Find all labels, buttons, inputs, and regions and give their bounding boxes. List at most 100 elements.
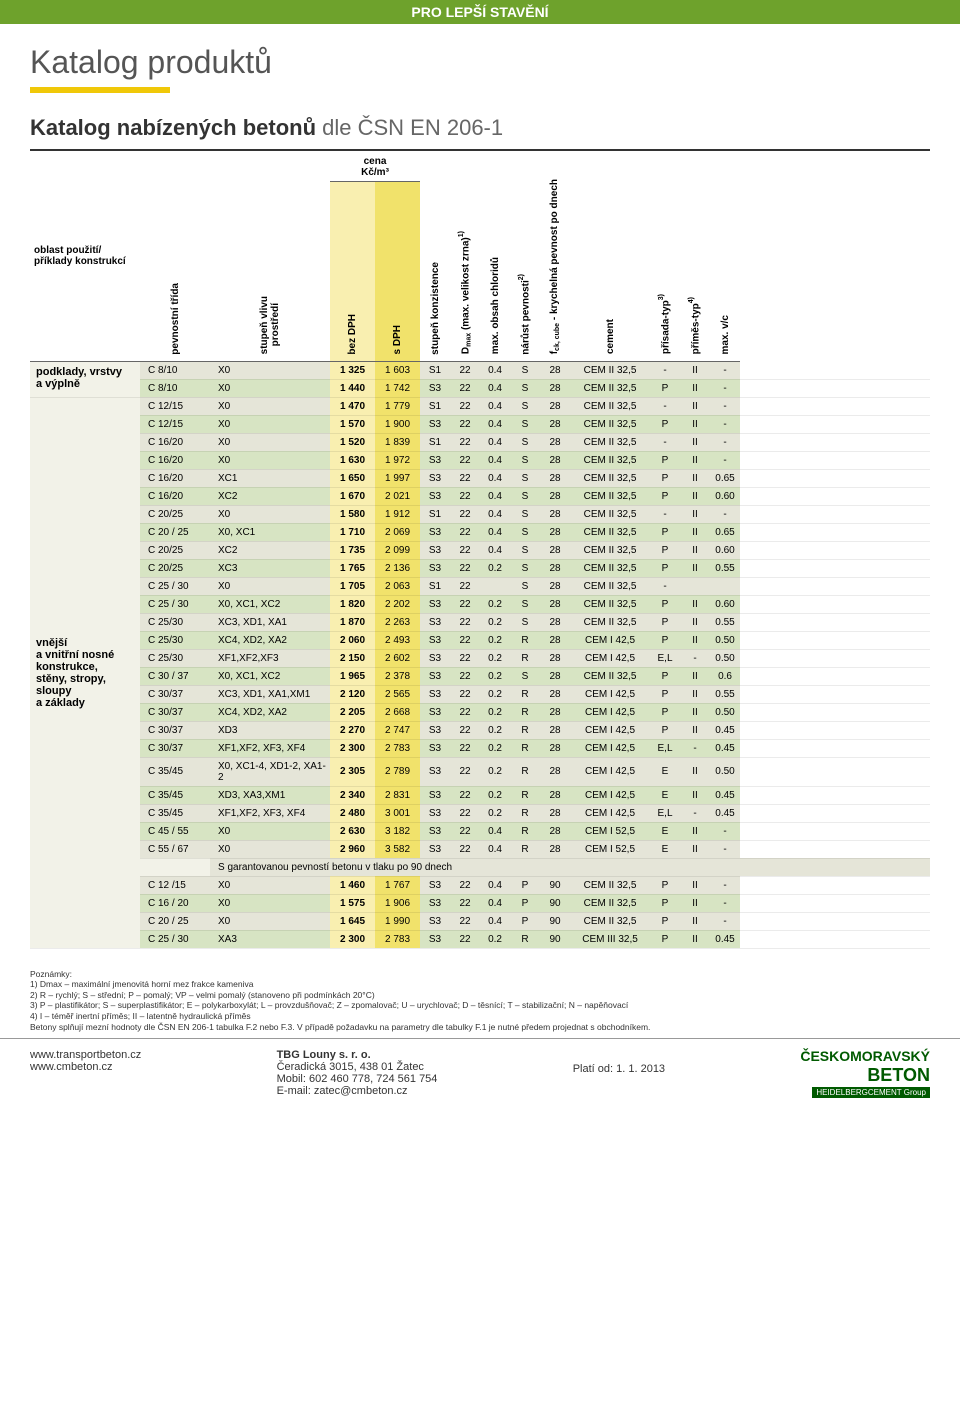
cell: X0	[210, 894, 330, 912]
cell: CEM I 52,5	[570, 822, 650, 840]
cell: P	[650, 595, 680, 613]
cell: XC4, XD2, XA2	[210, 703, 330, 721]
cell: 0.4	[480, 541, 510, 559]
cell: C 30/37	[140, 721, 210, 739]
cell: R	[510, 786, 540, 804]
cell: 2 305	[330, 757, 375, 786]
cell: 2 602	[375, 649, 420, 667]
col-cement: cement	[570, 151, 650, 361]
cell: S	[510, 541, 540, 559]
cell: C 25 / 30	[140, 577, 210, 595]
cell: 2 480	[330, 804, 375, 822]
cell: P	[650, 541, 680, 559]
cell: 22	[450, 559, 480, 577]
cell: 0.60	[710, 595, 740, 613]
title-underline	[30, 87, 170, 93]
cell: X0, XC1, XC2	[210, 595, 330, 613]
cell: -	[710, 361, 740, 379]
cell: 28	[540, 840, 570, 858]
col-vc: max. v/c	[710, 151, 740, 361]
cell: P	[650, 379, 680, 397]
cell: 1 705	[330, 577, 375, 595]
cell: S3	[420, 930, 450, 948]
cell: -	[710, 379, 740, 397]
cell: 22	[450, 649, 480, 667]
subtitle-bold: Katalog nabízených betonů	[30, 115, 316, 140]
cell: S3	[420, 559, 450, 577]
cell: C 30/37	[140, 739, 210, 757]
cell: X0	[210, 397, 330, 415]
cell: 1 650	[330, 469, 375, 487]
cell: 0.4	[480, 912, 510, 930]
cell: S3	[420, 685, 450, 703]
cell: E	[650, 822, 680, 840]
cell: II	[680, 397, 710, 415]
cell: CEM II 32,5	[570, 397, 650, 415]
cell: C 12 /15	[140, 876, 210, 894]
cell: 1 900	[375, 415, 420, 433]
cell: CEM I 42,5	[570, 631, 650, 649]
cell: C 25/30	[140, 613, 210, 631]
cell: P	[650, 912, 680, 930]
cell: CEM II 32,5	[570, 595, 650, 613]
cell: CEM I 52,5	[570, 840, 650, 858]
cell: 22	[450, 487, 480, 505]
cell: 1 912	[375, 505, 420, 523]
cell: 0.4	[480, 487, 510, 505]
cell: P	[650, 721, 680, 739]
cell: X0	[210, 840, 330, 858]
cell: CEM I 42,5	[570, 739, 650, 757]
table-row: C 20/25XC21 7352 099S3220.4S28CEM II 32,…	[30, 541, 930, 559]
cell: C 30/37	[140, 685, 210, 703]
cell: 90	[540, 912, 570, 930]
cell: 22	[450, 804, 480, 822]
cell: 22	[450, 894, 480, 912]
cell: S3	[420, 415, 450, 433]
cell: S	[510, 415, 540, 433]
cell: S3	[420, 786, 450, 804]
cell: C 12/15	[140, 397, 210, 415]
cell: 0.4	[480, 433, 510, 451]
cell: S3	[420, 379, 450, 397]
cell: CEM II 32,5	[570, 469, 650, 487]
col-konz: stupeň konzistence	[420, 151, 450, 361]
cell: 2 783	[375, 930, 420, 948]
link-transportbeton[interactable]: www.transportbeton.cz	[30, 1049, 141, 1061]
cell: S1	[420, 505, 450, 523]
cell: 0.2	[480, 930, 510, 948]
cell: 28	[540, 361, 570, 379]
table-row: C 20/25XC31 7652 136S3220.2S28CEM II 32,…	[30, 559, 930, 577]
address-line: Čeradická 3015, 438 01 Žatec	[277, 1061, 438, 1073]
cell: 2 747	[375, 721, 420, 739]
cell: X0	[210, 577, 330, 595]
cell: S	[510, 487, 540, 505]
cell: 22	[450, 397, 480, 415]
cell: -	[650, 433, 680, 451]
cell: S	[510, 451, 540, 469]
cell: 1 820	[330, 595, 375, 613]
cell: 0.4	[480, 415, 510, 433]
cell: 22	[450, 739, 480, 757]
link-cmbeton[interactable]: www.cmbeton.cz	[30, 1061, 141, 1073]
cell: 1 570	[330, 415, 375, 433]
cell: C 20/25	[140, 505, 210, 523]
cell: CEM II 32,5	[570, 505, 650, 523]
cell: CEM II 32,5	[570, 876, 650, 894]
col-fck: fck, cube - krychelná pevnost po dnech	[540, 151, 570, 361]
cell: 1 630	[330, 451, 375, 469]
cell: C 20/25	[140, 559, 210, 577]
cell: 0.50	[710, 649, 740, 667]
cell: II	[680, 559, 710, 577]
cell: P	[650, 876, 680, 894]
cell: 0.2	[480, 739, 510, 757]
table-row: C 30/37XF1,XF2, XF3, XF42 3002 783S3220.…	[30, 739, 930, 757]
cell: 1 735	[330, 541, 375, 559]
cell: CEM II 32,5	[570, 541, 650, 559]
cell: -	[650, 397, 680, 415]
cell: -	[710, 912, 740, 930]
cell: R	[510, 840, 540, 858]
cell: II	[680, 876, 710, 894]
cell: 28	[540, 757, 570, 786]
cell: 0.2	[480, 721, 510, 739]
cell: II	[680, 523, 710, 541]
